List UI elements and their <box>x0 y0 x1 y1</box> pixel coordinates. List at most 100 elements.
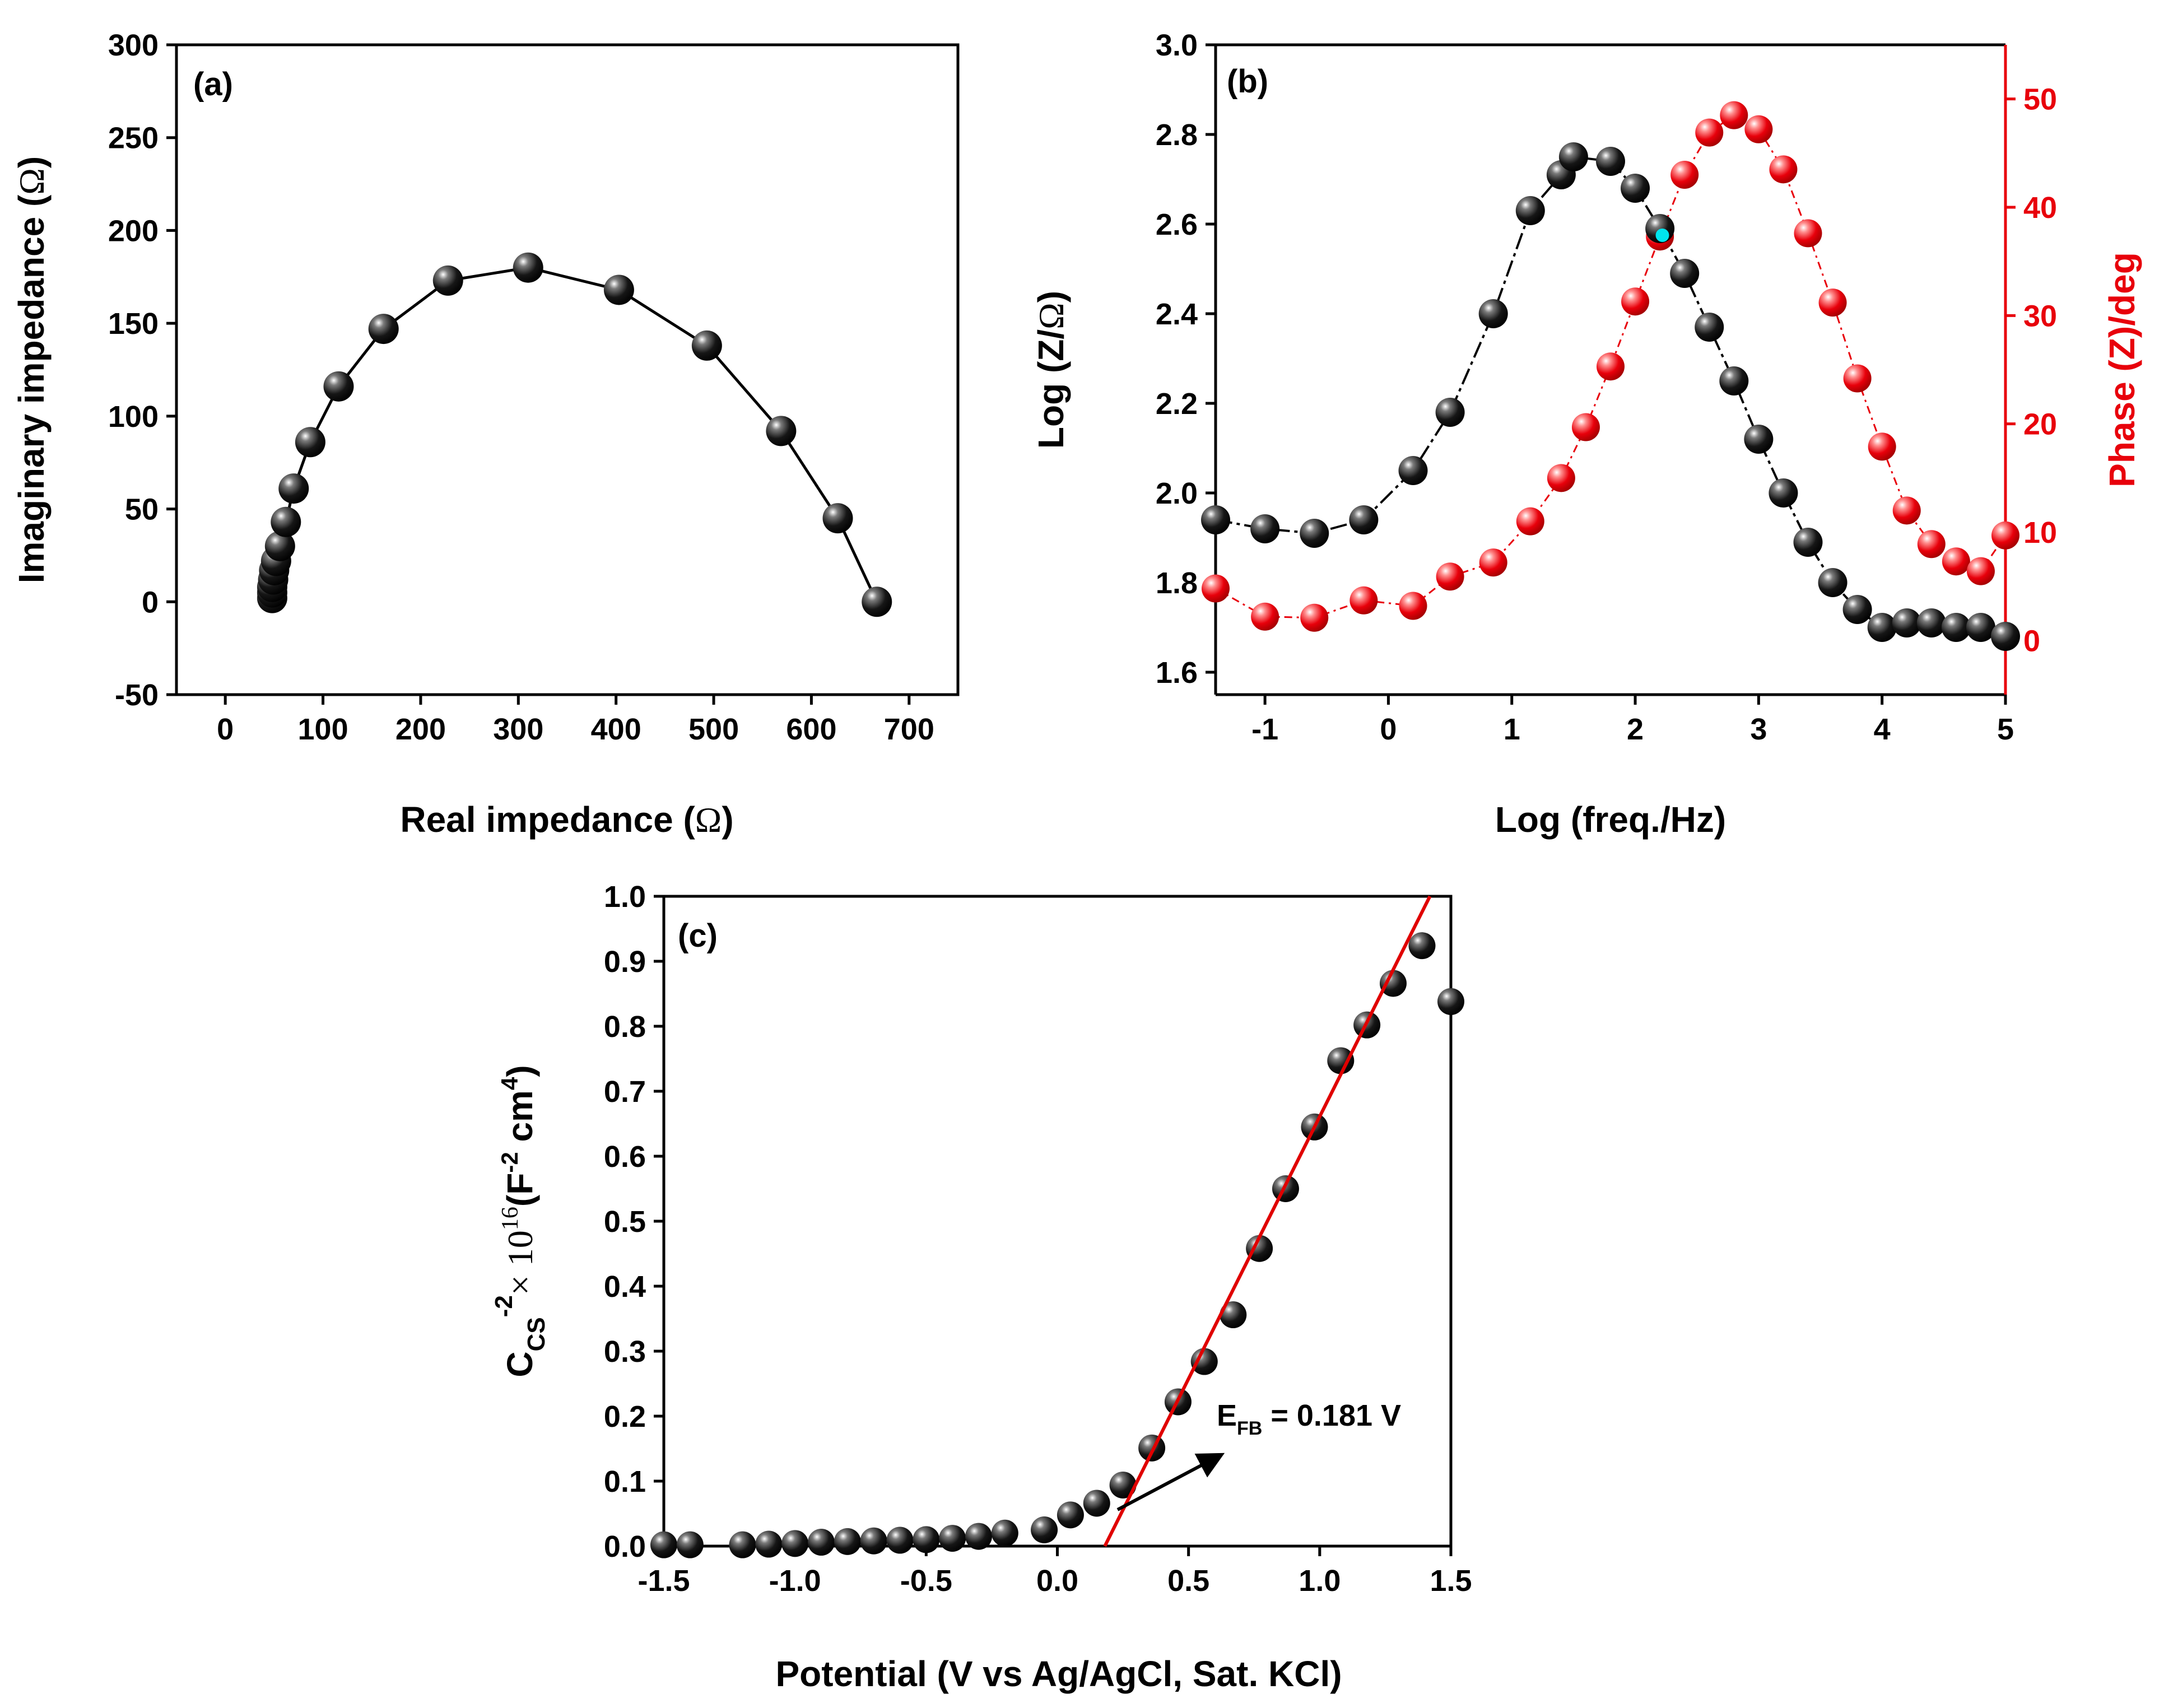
ticks-c: -1.5 -1.0 -0.5 0.0 0.5 1.0 1.5 0.0 0.1 0.2 0.3 0.4 0… <box>604 880 1472 1598</box>
y-tick-c-9-label: 0.9 <box>604 945 646 979</box>
phase-point-20 <box>1843 364 1872 393</box>
phase-point-13 <box>1670 161 1699 189</box>
x-tick-c-3-label: 0.0 <box>1036 1564 1078 1598</box>
y-tick-b-7-label: 3.0 <box>1156 29 1198 62</box>
y-tick-a-1-label: 0 <box>142 585 159 619</box>
phase-point-4 <box>1399 592 1427 620</box>
x-tick-a-3-label: 300 <box>493 713 543 746</box>
y-tick-c-1-label: 0.1 <box>604 1465 646 1498</box>
x-tick-c-2-label: -0.5 <box>900 1564 952 1598</box>
phase-point-17 <box>1769 155 1798 184</box>
x-tick-b-2-label: 1 <box>1504 713 1520 746</box>
x-tick-b-3-label: 2 <box>1627 713 1644 746</box>
x-tick-b-5-label: 4 <box>1874 713 1891 746</box>
x-tick-b-0-label: -1 <box>1251 713 1278 746</box>
x-axis-label-c: Potential (V vs Ag/AgCl, Sat. KCl) <box>775 1654 1342 1694</box>
logz-point-6 <box>1478 299 1508 328</box>
linear-fit-line <box>1103 895 1432 1547</box>
phase-point-9 <box>1571 413 1600 441</box>
x-tick-b-1-label: 0 <box>1380 713 1397 746</box>
ms-point-14 <box>1057 1501 1084 1529</box>
ms-point-10 <box>939 1525 966 1552</box>
ms-point-24 <box>1327 1047 1355 1074</box>
nyquist-point-11 <box>368 314 399 345</box>
phase-points <box>1202 101 2019 632</box>
nyquist-point-7 <box>271 506 301 537</box>
logz-point-7 <box>1515 196 1545 225</box>
panel-a: 0 100 200 300 400 500 600 700 -50 0 50 100 150 200 250… <box>11 29 960 840</box>
ms-point-3 <box>755 1530 783 1558</box>
x-tick-a-4-label: 400 <box>591 713 641 746</box>
logz-point-14 <box>1695 313 1724 342</box>
logz-point-18 <box>1793 528 1823 557</box>
x-tick-c-6-label: 1.5 <box>1430 1564 1472 1598</box>
ms-point-27 <box>1408 932 1436 960</box>
y-tick-a-6-label: 250 <box>108 122 159 155</box>
logz-point-1 <box>1250 514 1280 543</box>
nyquist-point-14 <box>603 274 634 305</box>
phase-point-18 <box>1794 219 1822 248</box>
x-tick-c-0-label: -1.5 <box>637 1564 690 1598</box>
logz-point-13 <box>1670 259 1700 288</box>
phase-point-21 <box>1868 432 1896 461</box>
y-tick-c-7-label: 0.7 <box>604 1075 646 1109</box>
phase-point-1 <box>1251 602 1279 631</box>
ms-point-9 <box>913 1526 940 1553</box>
phase-point-15 <box>1720 101 1748 129</box>
y2-tick-b-1-label: 10 <box>2023 516 2057 550</box>
logz-points <box>1201 142 2020 651</box>
phase-point-8 <box>1547 464 1575 492</box>
x-tick-c-5-label: 1.0 <box>1299 1564 1341 1598</box>
y-tick-b-2-label: 2.0 <box>1156 477 1198 510</box>
panel-label-b: (b) <box>1227 63 1268 100</box>
logz-point-23 <box>1916 608 1946 637</box>
logz-point-25 <box>1966 613 1995 642</box>
x-axis-label-b: Log (freq./Hz) <box>1495 799 1726 840</box>
phase-point-0 <box>1202 574 1230 603</box>
phase-point-22 <box>1892 496 1921 525</box>
highlight-marker <box>1655 229 1669 242</box>
y2-tick-b-3-label: 30 <box>2023 299 2057 333</box>
logz-point-17 <box>1769 478 1798 508</box>
phase-point-3 <box>1349 586 1378 615</box>
ms-point-28 <box>1437 988 1464 1015</box>
ms-point-6 <box>834 1528 861 1555</box>
y2-tick-b-0-label: 0 <box>2023 624 2040 658</box>
ms-point-20 <box>1220 1301 1247 1329</box>
y-tick-c-6-label: 0.6 <box>604 1140 646 1174</box>
ms-point-0 <box>650 1531 677 1558</box>
phase-point-2 <box>1300 603 1329 632</box>
ms-point-13 <box>1031 1516 1058 1543</box>
ms-point-17 <box>1138 1434 1166 1462</box>
y2-tick-b-5-label: 50 <box>2023 83 2057 117</box>
nyquist-point-13 <box>513 252 543 283</box>
nyquist-point-8 <box>278 473 309 504</box>
y2-tick-b-2-label: 20 <box>2023 408 2057 441</box>
y-tick-a-0-label: -50 <box>115 678 159 712</box>
nyquist-point-10 <box>323 371 354 402</box>
phase-point-19 <box>1818 288 1847 317</box>
phase-point-23 <box>1917 530 1946 559</box>
ticks-a: 0 100 200 300 400 500 600 700 -50 0 50 100 150 200 250… <box>108 29 934 746</box>
plot-frame-c <box>662 895 1453 1548</box>
ms-point-11 <box>965 1523 992 1550</box>
logz-point-16 <box>1744 425 1774 454</box>
logz-point-10 <box>1596 147 1625 176</box>
nyquist-points <box>257 252 892 617</box>
logz-point-21 <box>1867 613 1897 642</box>
panel-b: -1 0 1 2 3 4 5 1.6 1.8 2.0 2.2 2.4 2.6 2.8 3.0 0 10 20 30 4… <box>1031 29 2142 840</box>
nyquist-point-18 <box>862 587 892 617</box>
logz-point-11 <box>1621 174 1650 203</box>
y-tick-b-3-label: 2.2 <box>1156 387 1198 421</box>
y-tick-c-0-label: 0.0 <box>604 1530 646 1563</box>
ms-point-7 <box>860 1527 887 1555</box>
logz-point-19 <box>1818 568 1847 597</box>
nyquist-point-17 <box>822 503 853 534</box>
x-tick-c-1-label: -1.0 <box>769 1564 821 1598</box>
y-tick-b-0-label: 1.6 <box>1156 656 1198 690</box>
annotation-arrow <box>1116 1453 1225 1511</box>
logz-point-0 <box>1201 505 1230 534</box>
ms-point-8 <box>886 1527 914 1554</box>
y2-tick-b-4-label: 40 <box>2023 191 2057 225</box>
logz-point-26 <box>1991 622 2020 651</box>
